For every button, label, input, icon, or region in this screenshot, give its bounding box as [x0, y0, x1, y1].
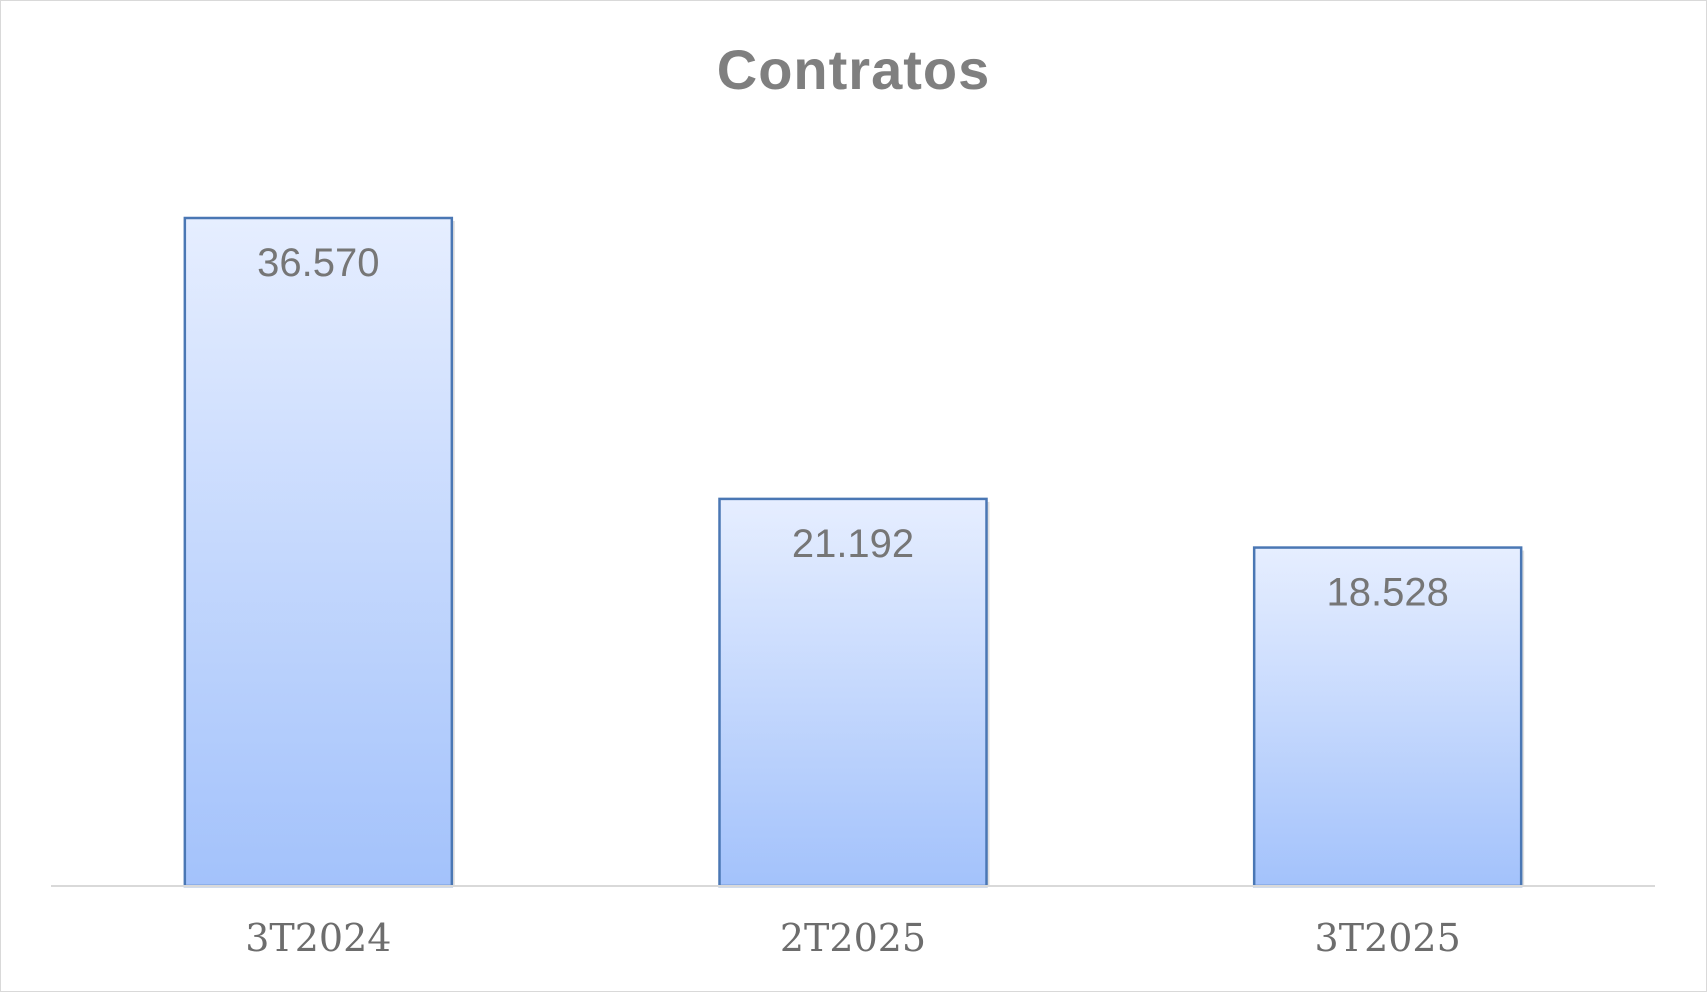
data-label-3t2025: 18.528 [1326, 571, 1448, 615]
chart-title: Contratos [716, 38, 991, 101]
bar-3t2025 [1252, 546, 1523, 888]
x-tick-label-2t2025: 2T2025 [780, 916, 926, 960]
bars-layer [183, 216, 1525, 888]
x-tick-label-3t2025: 3T2025 [1315, 916, 1461, 960]
bar-3t2024 [183, 216, 454, 888]
x-tick-label-3t2024: 3T2024 [245, 916, 391, 960]
data-label-3t2024: 36.570 [257, 241, 379, 285]
labels-layer: 36.570 3T2024 21.192 2T2025 18.528 3T2025 [245, 241, 1461, 960]
data-label-2t2025: 21.192 [792, 522, 914, 566]
